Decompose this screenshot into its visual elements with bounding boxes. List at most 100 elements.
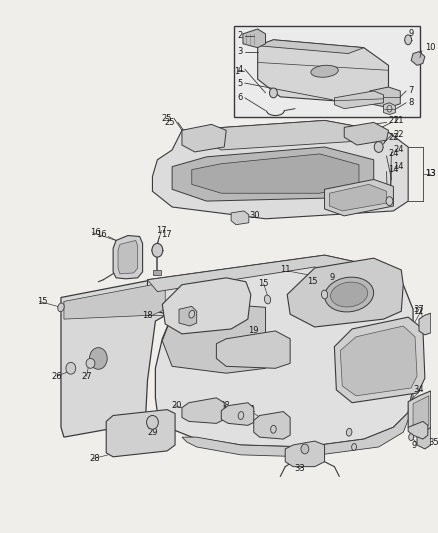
- Text: 28: 28: [90, 454, 100, 463]
- Ellipse shape: [89, 348, 107, 369]
- Text: 17: 17: [156, 226, 166, 235]
- Text: 30: 30: [239, 216, 249, 225]
- Text: 4: 4: [238, 65, 243, 74]
- Text: 13: 13: [425, 169, 435, 178]
- Ellipse shape: [321, 290, 328, 299]
- Polygon shape: [287, 258, 403, 327]
- Polygon shape: [258, 40, 364, 54]
- Text: 37: 37: [413, 305, 424, 314]
- Text: 13: 13: [425, 169, 435, 178]
- Text: 8: 8: [408, 98, 413, 107]
- Ellipse shape: [311, 65, 338, 77]
- Text: 32: 32: [267, 427, 277, 437]
- Polygon shape: [254, 411, 290, 439]
- Text: 34: 34: [413, 385, 424, 394]
- Polygon shape: [148, 255, 384, 292]
- Text: 33: 33: [295, 464, 305, 473]
- Text: 2: 2: [238, 31, 243, 41]
- Polygon shape: [344, 123, 389, 145]
- Polygon shape: [172, 147, 374, 201]
- Text: 24: 24: [393, 146, 404, 155]
- Polygon shape: [334, 317, 425, 403]
- Polygon shape: [329, 184, 386, 211]
- Polygon shape: [411, 52, 425, 66]
- Ellipse shape: [325, 277, 374, 312]
- Text: 21: 21: [393, 116, 404, 125]
- Polygon shape: [419, 313, 431, 335]
- Text: 14: 14: [393, 162, 404, 171]
- Polygon shape: [216, 331, 290, 368]
- Ellipse shape: [147, 416, 159, 429]
- Polygon shape: [258, 40, 389, 104]
- Text: 22: 22: [393, 130, 404, 139]
- Text: 12: 12: [413, 307, 424, 316]
- Polygon shape: [64, 285, 165, 319]
- Ellipse shape: [346, 429, 352, 436]
- Polygon shape: [413, 396, 429, 429]
- Ellipse shape: [86, 359, 95, 368]
- Ellipse shape: [386, 197, 393, 206]
- Text: 35: 35: [428, 438, 438, 447]
- Text: 26: 26: [52, 372, 62, 381]
- Text: 19: 19: [248, 326, 259, 335]
- Text: 24: 24: [389, 149, 399, 158]
- Text: 17: 17: [161, 230, 172, 239]
- Text: 9: 9: [330, 273, 335, 282]
- Text: 38: 38: [219, 401, 230, 410]
- Text: 22: 22: [389, 133, 399, 142]
- Text: 25: 25: [165, 118, 175, 127]
- Polygon shape: [325, 180, 393, 216]
- Text: 25: 25: [162, 114, 172, 123]
- Polygon shape: [182, 398, 224, 423]
- Ellipse shape: [331, 282, 368, 307]
- Text: 5: 5: [238, 78, 243, 87]
- Polygon shape: [417, 427, 431, 449]
- Text: 29: 29: [147, 427, 158, 437]
- Bar: [234, 26, 420, 117]
- Ellipse shape: [409, 434, 413, 441]
- Polygon shape: [243, 29, 265, 47]
- Ellipse shape: [189, 310, 195, 318]
- Polygon shape: [408, 391, 431, 433]
- Polygon shape: [182, 388, 413, 457]
- Polygon shape: [113, 236, 143, 279]
- Ellipse shape: [238, 411, 244, 419]
- Text: 16: 16: [90, 228, 100, 237]
- Text: 31: 31: [245, 405, 256, 414]
- Ellipse shape: [271, 425, 276, 433]
- Text: 9: 9: [408, 29, 413, 38]
- Ellipse shape: [66, 362, 76, 374]
- Text: 9: 9: [411, 440, 417, 449]
- Text: 3: 3: [237, 47, 243, 56]
- Polygon shape: [408, 422, 428, 439]
- Text: 18: 18: [142, 311, 152, 320]
- Polygon shape: [231, 211, 249, 225]
- Text: 36: 36: [411, 418, 422, 427]
- Polygon shape: [162, 304, 265, 373]
- Text: 20: 20: [171, 401, 182, 410]
- Bar: [153, 270, 161, 275]
- Polygon shape: [340, 326, 417, 396]
- Text: 30: 30: [249, 212, 259, 220]
- Text: 6: 6: [237, 93, 243, 102]
- Text: 14: 14: [389, 165, 399, 174]
- Ellipse shape: [374, 142, 383, 152]
- Polygon shape: [334, 91, 384, 109]
- Polygon shape: [152, 120, 408, 219]
- Ellipse shape: [405, 35, 412, 45]
- Ellipse shape: [269, 88, 277, 98]
- Text: 15: 15: [258, 279, 269, 288]
- Polygon shape: [192, 154, 359, 193]
- Ellipse shape: [265, 295, 271, 304]
- Text: 10: 10: [425, 43, 435, 52]
- Polygon shape: [370, 87, 400, 108]
- Polygon shape: [285, 441, 325, 467]
- Polygon shape: [384, 103, 396, 115]
- Polygon shape: [221, 403, 254, 425]
- Ellipse shape: [58, 303, 64, 312]
- Ellipse shape: [152, 244, 163, 257]
- Text: 15: 15: [37, 297, 47, 306]
- Polygon shape: [118, 240, 138, 274]
- Text: 16: 16: [95, 230, 106, 239]
- Text: 21: 21: [389, 116, 399, 125]
